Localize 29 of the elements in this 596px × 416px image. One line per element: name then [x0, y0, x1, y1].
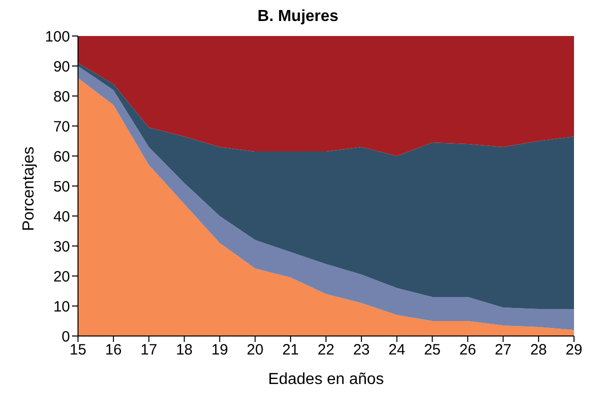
x-axis-title: Edades en años: [268, 371, 384, 388]
x-tick-label: 25: [424, 342, 441, 359]
x-tick-label: 20: [246, 342, 264, 359]
x-tick-label: 18: [176, 342, 193, 359]
x-tick-label: 21: [282, 342, 299, 359]
y-tick-label: 20: [53, 268, 70, 286]
y-tick-label: 40: [53, 208, 70, 226]
y-tick-label: 100: [44, 28, 70, 46]
y-tick-label: 80: [53, 88, 70, 106]
x-tick-label: 19: [211, 342, 228, 359]
x-tick-label: 15: [70, 342, 86, 359]
x-tick-label: 17: [140, 342, 158, 359]
y-tick-label: 0: [62, 328, 70, 346]
x-tick-label: 26: [459, 342, 476, 359]
chart-title: B. Mujeres: [256, 8, 340, 26]
y-tick-label: 30: [53, 238, 70, 256]
y-tick-label: 60: [53, 148, 70, 166]
y-tick-label: 50: [53, 178, 70, 196]
x-tick-label: 23: [353, 342, 370, 359]
x-tick-label: 28: [530, 342, 547, 359]
y-axis-title: Porcentajes: [20, 146, 38, 231]
y-tick-label: 10: [53, 298, 70, 316]
y-tick-label: 70: [53, 118, 70, 136]
x-tick-label: 29: [566, 342, 582, 359]
x-tick-label: 22: [318, 342, 334, 359]
x-tick-label: 16: [105, 342, 122, 359]
y-tick-label: 90: [53, 58, 70, 76]
x-tick-label: 24: [388, 342, 406, 359]
x-tick-label: 27: [494, 342, 512, 359]
